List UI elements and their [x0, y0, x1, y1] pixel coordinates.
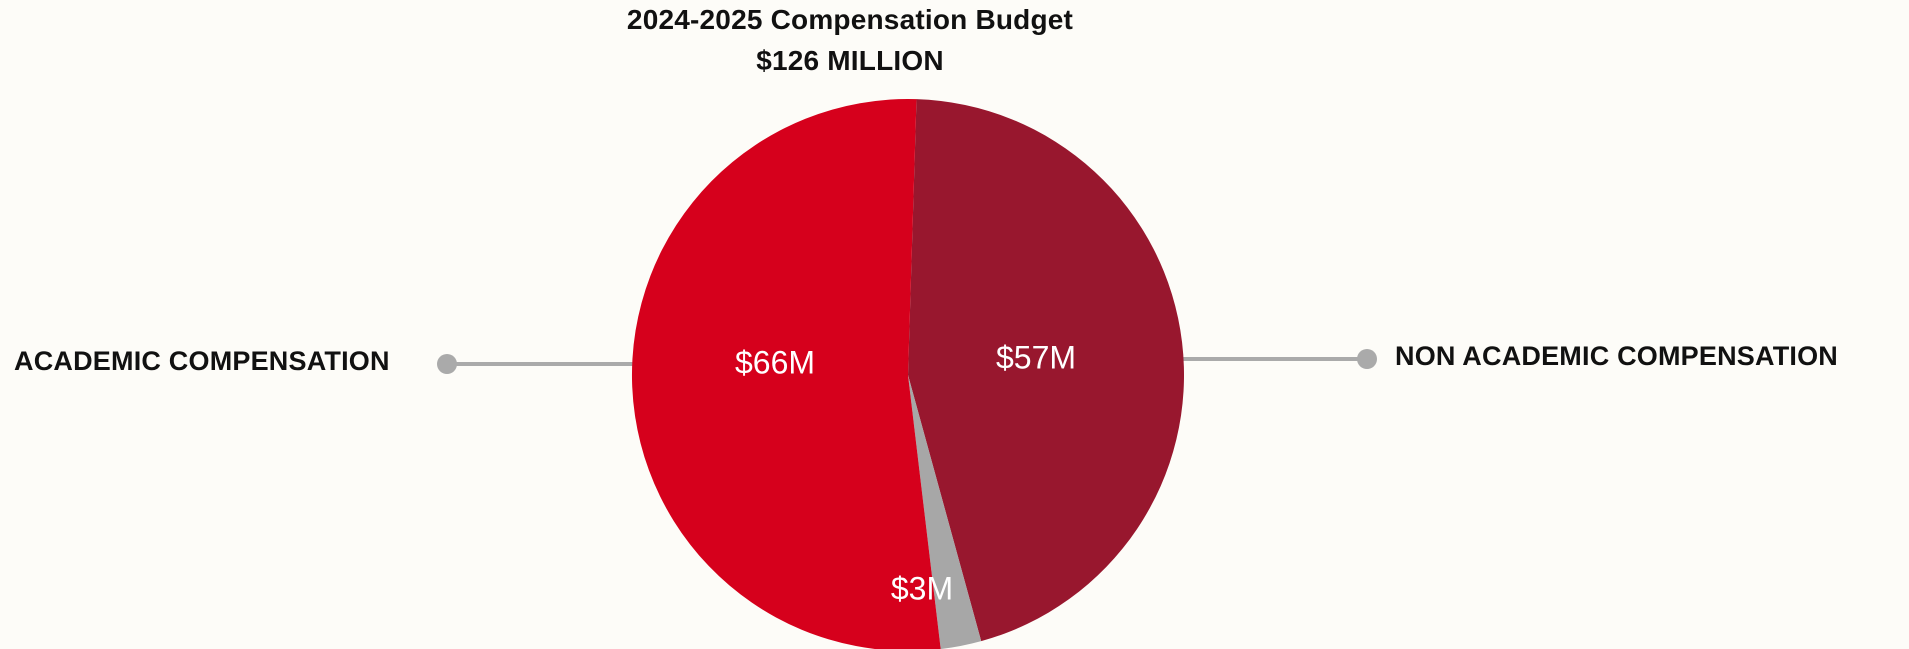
- chart-title: 2024-2025 Compensation Budget: [626, 4, 1074, 35]
- pie-slice-2: [908, 375, 982, 649]
- slice-label-0: $66M: [735, 344, 815, 380]
- slice-label-2: $3M: [891, 570, 953, 606]
- chart-subtitle: $126 MILLION: [756, 45, 944, 76]
- callout-label-academic: ACADEMIC COMPENSATION: [14, 346, 390, 376]
- callout-label-non-academic: NON ACADEMIC COMPENSATION: [1395, 341, 1838, 371]
- connector-non-academic-dot: [1357, 349, 1377, 369]
- pie-slice-0: [631, 99, 941, 649]
- connector-academic-dot: [437, 354, 457, 374]
- pie-slice-1: [908, 99, 1185, 642]
- slice-label-1: $57M: [996, 339, 1076, 375]
